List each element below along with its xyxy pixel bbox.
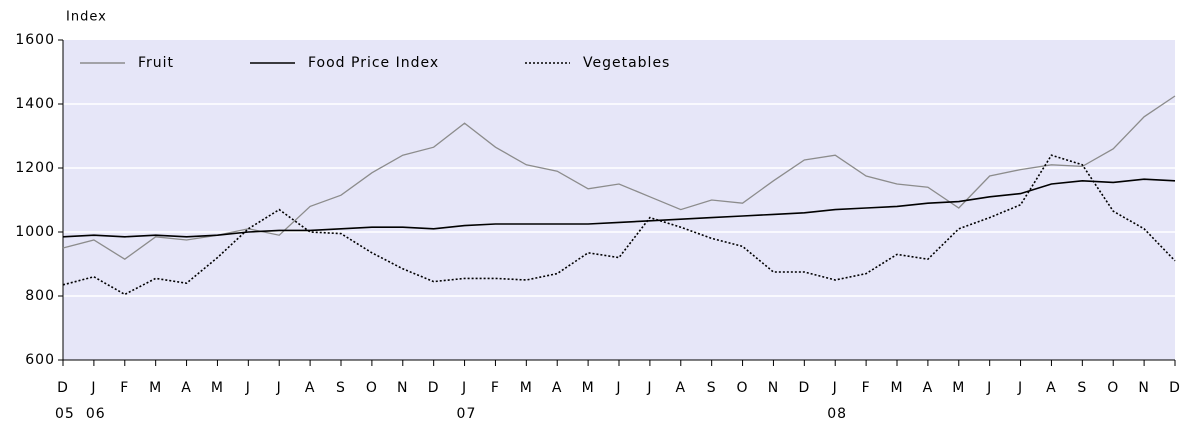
plot-area: [63, 40, 1175, 360]
x-tick-label: J: [461, 380, 467, 396]
x-tick-label: F: [862, 380, 871, 396]
line-series: [62, 95, 1176, 260]
y-tick-label: 1200: [15, 160, 55, 176]
x-tick-label: M: [211, 380, 224, 396]
x-tick-label: O: [1107, 380, 1119, 396]
x-tick-label: J: [1017, 380, 1023, 396]
y-tick-label: 600: [25, 352, 55, 368]
x-tick-label: J: [986, 380, 992, 396]
y-tick-label: 1400: [15, 96, 55, 112]
legend-label: Fruit: [138, 55, 174, 71]
x-tick-label: M: [520, 380, 533, 396]
year-label: 08: [827, 406, 847, 422]
y-tick-label: 1600: [15, 32, 55, 48]
x-tick-label: D: [1169, 380, 1181, 396]
x-tick-label: O: [737, 380, 749, 396]
x-tick-label: A: [305, 380, 316, 396]
y-tick-label: 1000: [15, 224, 55, 240]
x-tick-label: D: [798, 380, 810, 396]
x-tick-label: M: [890, 380, 903, 396]
x-tick-label: M: [149, 380, 162, 396]
x-tick-label: J: [245, 380, 251, 396]
x-tick-label: M: [582, 380, 595, 396]
x-tick-label: J: [276, 380, 282, 396]
line-series: [62, 154, 1176, 296]
x-tick-label: A: [1046, 380, 1057, 396]
x-tick-label: S: [1077, 380, 1087, 396]
x-tick-label: O: [366, 380, 378, 396]
x-tick-label: M: [952, 380, 965, 396]
x-tick-label: S: [707, 380, 717, 396]
x-tick-label: A: [181, 380, 192, 396]
legend-label: Vegetables: [583, 55, 670, 71]
x-tick-label: D: [57, 380, 69, 396]
x-tick-label: A: [923, 380, 934, 396]
y-tick-label: 800: [25, 288, 55, 304]
x-tick-label: N: [397, 380, 408, 396]
year-label: 06: [86, 406, 106, 422]
x-tick-label: F: [120, 380, 129, 396]
x-tick-label: A: [675, 380, 686, 396]
legend-label: Food Price Index: [308, 55, 439, 71]
x-tick-label: J: [615, 380, 621, 396]
year-label: 07: [457, 406, 477, 422]
x-tick-label: A: [552, 380, 563, 396]
y-axis-label: Index: [66, 10, 107, 25]
line-series: [62, 178, 1176, 238]
x-tick-label: F: [491, 380, 500, 396]
year-label: 05: [55, 406, 75, 422]
x-tick-label: D: [428, 380, 440, 396]
x-tick-label: J: [646, 380, 652, 396]
x-tick-label: S: [336, 380, 346, 396]
x-tick-label: J: [832, 380, 838, 396]
x-tick-label: N: [1138, 380, 1149, 396]
x-tick-label: N: [768, 380, 779, 396]
x-tick-label: J: [90, 380, 96, 396]
